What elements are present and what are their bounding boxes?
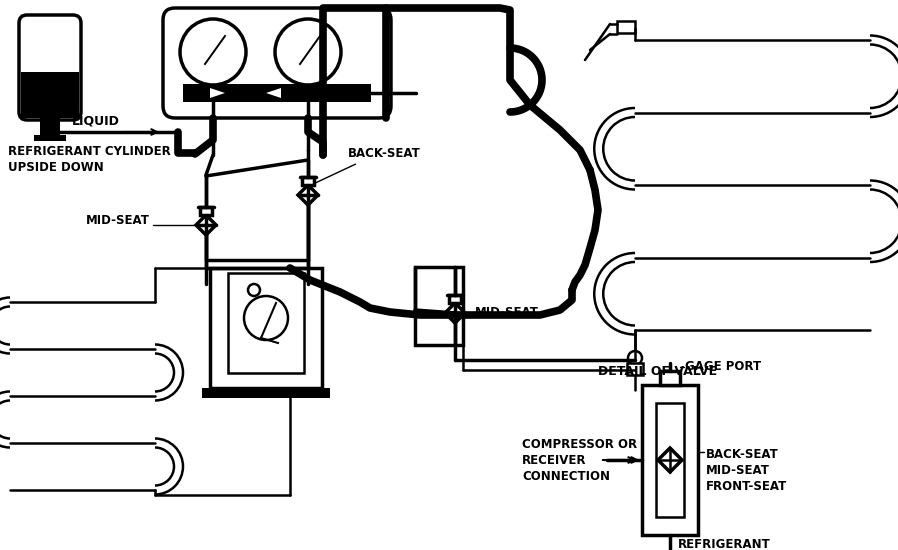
Polygon shape: [196, 215, 216, 235]
Bar: [183, 89, 228, 97]
Text: REFRIGERANT CYLINDER
UPSIDE DOWN: REFRIGERANT CYLINDER UPSIDE DOWN: [8, 145, 171, 174]
Polygon shape: [298, 185, 318, 205]
Bar: [449, 295, 461, 303]
Polygon shape: [658, 448, 682, 472]
FancyBboxPatch shape: [19, 15, 81, 120]
Text: LIQUID: LIQUID: [72, 115, 119, 128]
Text: GAGE PORT: GAGE PORT: [685, 360, 762, 373]
Polygon shape: [210, 88, 225, 98]
Bar: [627, 363, 643, 375]
Bar: [617, 21, 635, 33]
Bar: [40, 118, 60, 138]
Bar: [21, 72, 79, 118]
Bar: [200, 207, 212, 215]
Polygon shape: [266, 88, 281, 98]
Text: BACK-SEAT: BACK-SEAT: [348, 147, 421, 160]
Text: MID-SEAT: MID-SEAT: [475, 306, 539, 320]
Bar: [34, 135, 66, 141]
Text: REFRIGERANT
CONNECTION: REFRIGERANT CONNECTION: [678, 538, 770, 550]
Bar: [228, 273, 304, 373]
Circle shape: [628, 351, 642, 365]
Circle shape: [248, 284, 260, 296]
Text: DETAIL OF VALVE: DETAIL OF VALVE: [598, 365, 718, 378]
Text: BACK-SEAT
MID-SEAT
FRONT-SEAT: BACK-SEAT MID-SEAT FRONT-SEAT: [706, 448, 788, 493]
Text: COMPRESSOR OR
RECEIVER
CONNECTION: COMPRESSOR OR RECEIVER CONNECTION: [522, 437, 637, 482]
FancyBboxPatch shape: [163, 8, 391, 118]
Bar: [183, 84, 371, 102]
Bar: [210, 268, 322, 388]
Text: MID-SEAT: MID-SEAT: [86, 214, 150, 228]
Circle shape: [275, 19, 341, 85]
Bar: [263, 89, 318, 97]
Bar: [656, 403, 684, 517]
Bar: [415, 267, 463, 345]
Circle shape: [244, 296, 288, 340]
Bar: [202, 388, 330, 398]
Bar: [642, 385, 698, 535]
Bar: [660, 371, 680, 385]
Polygon shape: [445, 303, 465, 323]
Bar: [302, 177, 314, 185]
Circle shape: [180, 19, 246, 85]
